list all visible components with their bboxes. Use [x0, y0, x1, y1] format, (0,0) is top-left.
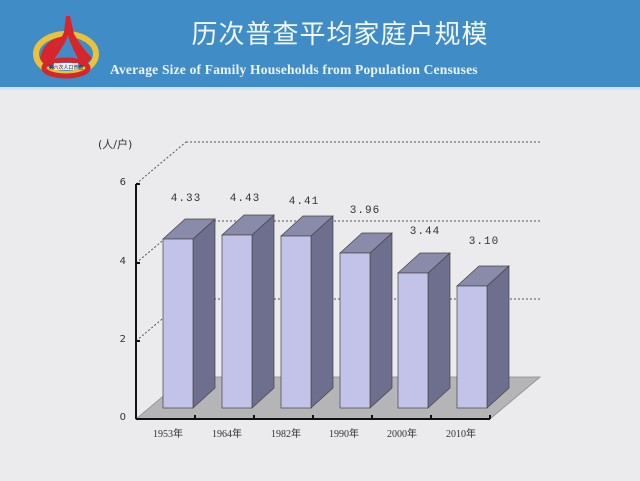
bar-1982 — [280, 215, 334, 409]
value-label-1990: 3.96 — [349, 205, 381, 217]
x-label-1953: 1953年 — [153, 429, 183, 440]
y-tick-6: 6 — [119, 177, 126, 188]
bar-1953 — [162, 218, 216, 409]
bar-2010 — [456, 265, 510, 409]
value-label-2000: 3.44 — [409, 226, 441, 238]
page-title: 历次普查平均家庭户规模 — [191, 20, 489, 50]
x-label-1982: 1982年 — [271, 429, 301, 440]
x-label-1964: 1964年 — [212, 429, 242, 440]
bar-1990 — [339, 232, 393, 409]
y-tick-4: 4 — [119, 256, 126, 267]
bar-1964 — [221, 214, 275, 409]
x-label-1990: 1990年 — [329, 429, 359, 440]
x-label-2010: 2010年 — [446, 429, 476, 440]
y-tick-2: 2 — [119, 334, 126, 345]
value-label-2010: 3.10 — [468, 236, 500, 248]
header-banner — [0, 0, 640, 87]
y-tick-0: 0 — [119, 412, 126, 423]
y-axis-unit-label: (人/户) — [98, 138, 133, 151]
bar-2000 — [397, 252, 451, 409]
census-logo-icon: 第六次人口普查 — [33, 16, 99, 79]
x-label-2000: 2000年 — [387, 429, 417, 440]
page-subtitle: Average Size of Family Households from P… — [110, 62, 478, 77]
svg-text:第六次人口普查: 第六次人口普查 — [48, 64, 83, 71]
header-divider — [0, 87, 640, 90]
value-label-1982: 4.41 — [288, 196, 320, 208]
value-label-1953: 4.33 — [170, 193, 202, 205]
value-label-1964: 4.43 — [229, 193, 261, 205]
